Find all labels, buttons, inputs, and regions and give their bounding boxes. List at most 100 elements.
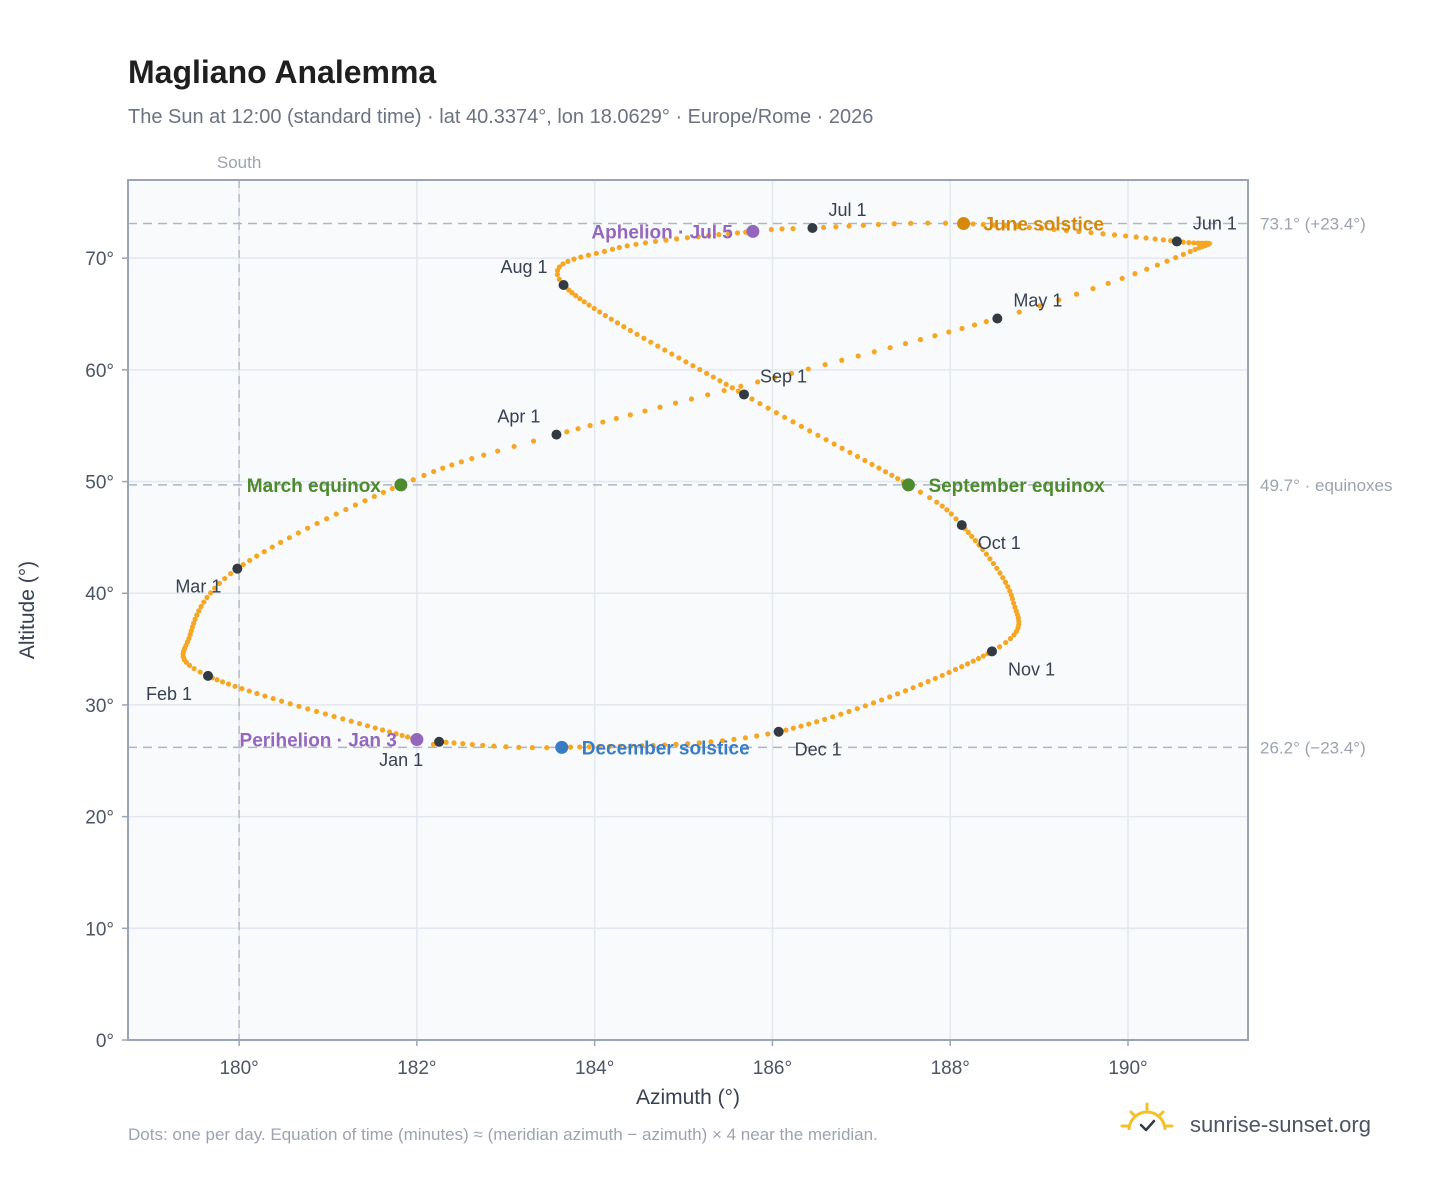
- daily-dot: [1180, 239, 1186, 245]
- daily-dot: [225, 681, 232, 687]
- y-axis-title: Altitude (°): [16, 561, 39, 659]
- daily-dot: [530, 438, 537, 444]
- daily-dot: [1186, 240, 1192, 246]
- daily-dot: [652, 238, 659, 245]
- daily-dot: [969, 533, 975, 539]
- daily-dot: [219, 679, 226, 685]
- daily-dot: [340, 716, 346, 722]
- daily-dot: [246, 688, 252, 694]
- daily-dot: [544, 745, 550, 751]
- daily-dot: [617, 743, 623, 749]
- y-tick-label: 50°: [85, 473, 114, 494]
- meridian-label: South: [217, 153, 261, 172]
- event-label: September equinox: [928, 476, 1105, 497]
- daily-dot: [449, 462, 455, 468]
- daily-dot: [674, 236, 680, 242]
- daily-dot: [269, 544, 275, 550]
- month-label: Jul 1: [828, 200, 866, 220]
- daily-dot: [560, 261, 566, 267]
- x-tick-label: 190°: [1108, 1058, 1147, 1079]
- daily-dot: [222, 575, 228, 582]
- daily-dot: [876, 465, 882, 471]
- daily-dot: [822, 361, 828, 368]
- daily-dot: [480, 742, 486, 748]
- daily-dot: [609, 246, 616, 252]
- event-marker: [957, 217, 971, 231]
- daily-dot: [208, 590, 214, 596]
- daily-dot: [932, 333, 938, 339]
- daily-dot: [882, 469, 889, 475]
- daily-dot: [324, 516, 330, 522]
- month-marker: [1171, 236, 1182, 247]
- daily-dot: [1056, 297, 1062, 303]
- daily-dot: [902, 341, 909, 347]
- event-label: Perihelion · Jan 3: [240, 731, 397, 752]
- daily-dot: [959, 664, 965, 670]
- daily-dot: [581, 299, 587, 305]
- daily-dot: [997, 570, 1003, 576]
- meridian-line: South: [217, 153, 261, 1040]
- chart-subtitle: The Sun at 12:00 (standard time) · lat 4…: [128, 106, 873, 128]
- daily-dot: [1132, 271, 1138, 277]
- daily-dot: [569, 290, 575, 296]
- daily-dot: [314, 520, 320, 527]
- x-tick-label: 188°: [931, 1058, 970, 1079]
- daily-dot: [980, 546, 986, 553]
- event-label: June solstice: [984, 215, 1104, 236]
- daily-dot: [1187, 248, 1193, 255]
- daily-dot: [779, 226, 785, 232]
- daily-dot: [627, 327, 633, 334]
- daily-dot: [633, 241, 639, 247]
- daily-dot: [608, 316, 614, 322]
- daily-dot: [704, 370, 710, 376]
- daily-dot: [641, 335, 647, 341]
- daily-dot: [663, 237, 669, 243]
- daily-dot: [585, 252, 592, 258]
- axis-ticks: 180° 182° 184° 186° 188° 190° 0° 10° 20° 30° 40° 50…: [85, 249, 1147, 1079]
- daily-dot: [1192, 246, 1198, 253]
- event-marker: [901, 478, 915, 492]
- daily-dot: [807, 428, 813, 434]
- daily-dot: [889, 472, 895, 478]
- event-label: December solstice: [582, 738, 750, 759]
- daily-dot: [356, 720, 363, 727]
- daily-dot: [650, 742, 656, 748]
- daily-dot: [1105, 280, 1111, 286]
- daily-dot: [1164, 258, 1170, 264]
- daily-dot: [944, 507, 950, 513]
- daily-dot: [690, 363, 696, 369]
- daily-dot: [932, 675, 938, 682]
- event-markers: March equinox September equinox June solst…: [240, 215, 1106, 760]
- daily-dot: [705, 392, 711, 398]
- daily-dot: [567, 744, 574, 750]
- daily-dot: [240, 562, 246, 568]
- daily-dot: [601, 248, 608, 254]
- x-axis-title: Azimuth (°): [636, 1086, 740, 1109]
- daily-dot: [976, 542, 982, 548]
- daily-dot: [782, 414, 788, 420]
- event-label: March equinox: [247, 476, 382, 497]
- daily-dot: [765, 405, 771, 411]
- month-markers: Jan 1 Feb 1 Mar 1 Apr 1 May 1 Jun 1 Jul 1 Aug 1…: [146, 200, 1237, 770]
- daily-dot: [771, 375, 778, 381]
- sun-logo-icon: [1120, 1102, 1174, 1132]
- daily-dot: [399, 732, 405, 739]
- daily-dot: [503, 744, 509, 750]
- daily-dot: [672, 400, 679, 406]
- daily-dot: [371, 493, 377, 500]
- daily-dot: [695, 234, 701, 240]
- daily-dot: [996, 644, 1003, 650]
- daily-dot: [1063, 227, 1070, 234]
- daily-dot: [1037, 303, 1043, 309]
- daily-dot: [593, 250, 599, 256]
- daily-dot: [460, 741, 466, 747]
- daily-dot: [902, 688, 909, 694]
- daily-dot: [186, 635, 192, 642]
- daily-dot: [278, 539, 284, 546]
- daily-dot: [261, 549, 267, 555]
- daily-dot: [815, 432, 821, 438]
- daily-dot: [734, 230, 741, 236]
- daily-dot: [1011, 600, 1017, 606]
- y-tick-label: 0°: [96, 1031, 114, 1052]
